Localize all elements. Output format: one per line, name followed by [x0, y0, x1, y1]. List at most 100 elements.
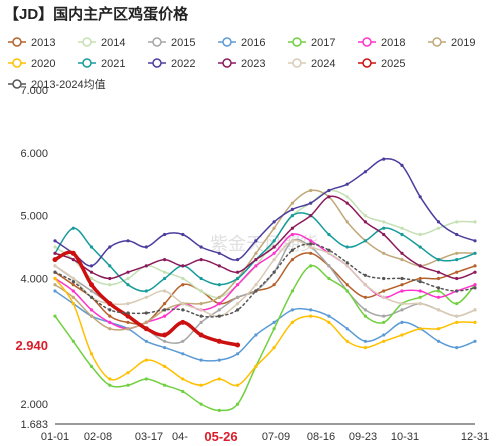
x-tick-label: 04- — [172, 431, 188, 443]
chart-title: 【JD】国内主产区鸡蛋价格 — [4, 6, 189, 23]
data-point — [108, 320, 112, 324]
data-point — [71, 226, 75, 230]
data-point — [199, 320, 203, 324]
data-point — [345, 220, 349, 224]
data-point — [363, 283, 367, 287]
data-point — [418, 327, 422, 331]
legend-item[interactable]: 2015 — [148, 37, 195, 49]
data-point — [290, 289, 294, 293]
data-point — [236, 308, 240, 312]
data-point — [436, 226, 441, 230]
data-point — [473, 308, 477, 312]
data-point — [327, 195, 331, 199]
legend-item[interactable]: 2018 — [358, 37, 405, 49]
data-point — [144, 358, 148, 362]
data-point — [254, 283, 258, 287]
data-point — [436, 295, 441, 299]
data-point — [163, 270, 167, 274]
data-point — [163, 258, 167, 262]
data-point — [272, 245, 276, 249]
legend-item[interactable]: 2016 — [218, 37, 265, 49]
data-point — [162, 332, 168, 338]
data-point — [272, 327, 276, 331]
data-point — [400, 283, 404, 287]
legend-swatch-marker — [12, 37, 22, 47]
legend-label: 2018 — [381, 37, 405, 49]
data-point — [217, 358, 221, 362]
watermark: 紫金天风期货 — [210, 234, 318, 254]
data-point — [217, 408, 221, 412]
legend-swatch-marker — [152, 37, 162, 47]
legend-label: 2021 — [101, 58, 125, 70]
data-point — [272, 283, 276, 287]
data-point — [163, 289, 167, 293]
chart-legend: 2013 2014 2015 2016 2017 2018 2019 2020 2021 2022… — [8, 37, 475, 91]
data-point — [455, 302, 459, 306]
legend-item[interactable]: 2013 — [8, 37, 55, 49]
legend-swatch-marker — [82, 58, 92, 68]
data-point — [89, 264, 94, 268]
data-point — [309, 264, 313, 268]
data-point — [181, 276, 185, 281]
data-point — [290, 214, 294, 218]
data-point — [363, 295, 367, 299]
data-point — [217, 295, 221, 299]
data-point — [144, 245, 148, 249]
data-point — [382, 333, 386, 337]
data-point — [272, 320, 276, 324]
data-point — [345, 182, 349, 186]
data-point — [400, 163, 404, 167]
data-point — [181, 283, 185, 287]
data-point — [473, 320, 477, 324]
legend-label: 2016 — [241, 37, 265, 49]
legend-item[interactable]: 2017 — [288, 37, 335, 49]
data-point — [199, 314, 203, 318]
data-point — [455, 220, 459, 224]
legend-swatch-marker — [152, 58, 162, 68]
legend-item[interactable]: 2020 — [8, 58, 55, 70]
data-point — [181, 302, 185, 306]
series-2021 — [53, 212, 477, 293]
data-point — [144, 311, 148, 315]
data-point — [418, 289, 422, 293]
data-point — [436, 286, 441, 290]
data-point — [181, 308, 185, 312]
data-point — [473, 339, 477, 343]
data-point — [272, 258, 276, 262]
data-point — [53, 239, 57, 243]
legend-label: 2023 — [241, 58, 265, 70]
data-point — [217, 314, 221, 318]
legend-item[interactable]: 2025 — [358, 58, 405, 70]
legend-label: 2017 — [311, 37, 335, 49]
data-point — [236, 258, 240, 262]
x-tick-label: 05-26 — [204, 429, 237, 444]
data-point — [53, 276, 57, 281]
data-point — [455, 270, 459, 274]
data-point — [53, 270, 57, 274]
data-point — [71, 258, 75, 262]
data-point — [418, 232, 422, 237]
data-point — [436, 327, 441, 331]
data-point — [236, 276, 240, 281]
data-point — [71, 280, 75, 284]
data-point — [71, 295, 75, 299]
y-tick-label: 1.683 — [20, 419, 48, 431]
legend-item[interactable]: 2019 — [428, 37, 475, 49]
legend-item[interactable]: 2023 — [218, 58, 265, 70]
data-point — [290, 226, 294, 230]
legend-item[interactable]: 2021 — [78, 58, 125, 70]
data-point — [363, 339, 367, 343]
legend-item[interactable]: 2013-2024均值 — [8, 78, 106, 91]
series-2025 — [52, 250, 241, 348]
data-point — [89, 295, 94, 299]
data-point — [126, 302, 130, 306]
legend-item[interactable]: 2014 — [78, 37, 125, 49]
data-point — [382, 295, 386, 299]
legend-label: 2019 — [451, 37, 475, 49]
data-point — [473, 264, 477, 268]
data-point — [363, 273, 367, 277]
legend-item[interactable]: 2024 — [288, 58, 335, 70]
data-point — [236, 352, 240, 356]
data-point — [71, 276, 75, 281]
legend-item[interactable]: 2022 — [148, 58, 195, 70]
